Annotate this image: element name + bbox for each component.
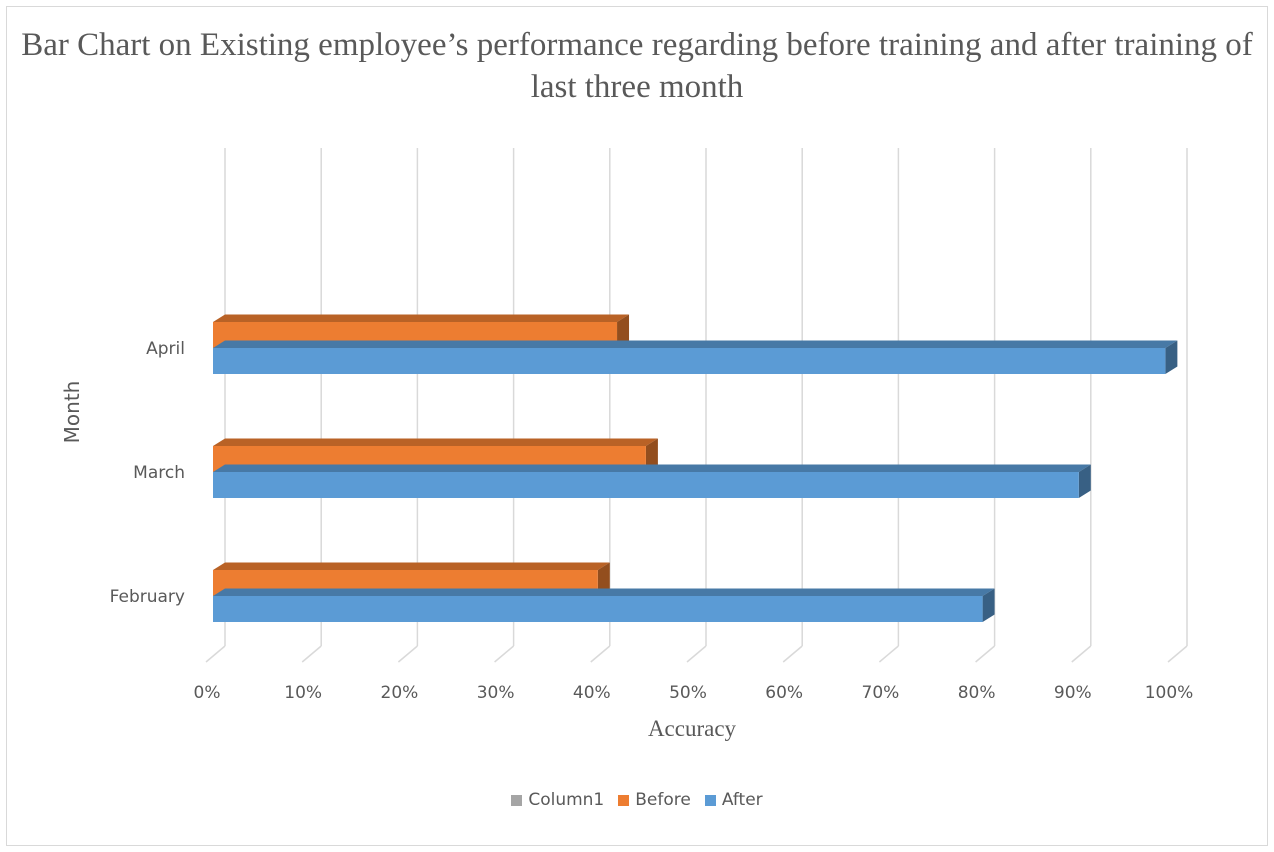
x-tick-label: 90% [1054,683,1092,703]
bar-top-before [213,438,658,446]
bar-top-before [213,314,630,322]
chart-title: Bar Chart on Existing employee’s perform… [21,27,1253,105]
x-tick-label: 70% [862,683,900,703]
floor-gridline [1071,645,1092,663]
bar-side-before [645,438,658,472]
y-tick-label: February [110,587,185,607]
bar-top-after [213,464,1091,472]
x-tick-label: 60% [765,683,803,703]
legend: Column1 Before After [0,790,1274,810]
legend-label-after: After [721,790,763,810]
floor-gridline [205,645,226,663]
bar-side-before [617,314,630,348]
y-tick-label: April [146,339,185,359]
legend-label-before: Before [635,790,691,810]
x-tick-label: 40% [573,683,611,703]
floor-gridline [494,645,515,663]
x-tick-label: 30% [477,683,515,703]
legend-item-before: Before [618,790,691,810]
bar-after [213,596,983,622]
floor-gridline [397,645,418,663]
legend-item-after: After [704,790,763,810]
floor-gridline [878,645,899,663]
bar-side-after [1078,464,1091,498]
x-tick-label: 0% [194,683,221,703]
x-tick-label: 10% [284,683,322,703]
x-tick-label: 80% [958,683,996,703]
floor-gridline [301,645,322,663]
legend-item-column1: Column1 [511,790,604,810]
bar-top-after [213,340,1178,348]
y-tick-label: March [133,463,185,483]
x-tick-label: 100% [1145,683,1194,703]
legend-swatch-after [704,794,716,806]
bar-side-after [1165,340,1178,374]
chart-frame [6,6,1268,846]
floor-gridline [1167,645,1188,663]
x-tick-label: 20% [381,683,419,703]
bar-after [213,348,1166,374]
bar-side-before [597,562,610,596]
bar-top-before [213,562,610,570]
floor-gridline [590,645,611,663]
legend-label-column1: Column1 [528,790,605,810]
bar-top-after [213,588,995,596]
legend-swatch-before [618,794,630,806]
y-axis-label: Month [60,380,84,444]
x-axis-label: Accuracy [647,716,737,741]
floor-gridline [686,645,707,663]
bar-after [213,472,1079,498]
floor-gridline [782,645,803,663]
bar-side-after [982,588,995,622]
floor-gridline [975,645,996,663]
x-tick-label: 50% [669,683,707,703]
legend-swatch-column1 [511,794,523,806]
